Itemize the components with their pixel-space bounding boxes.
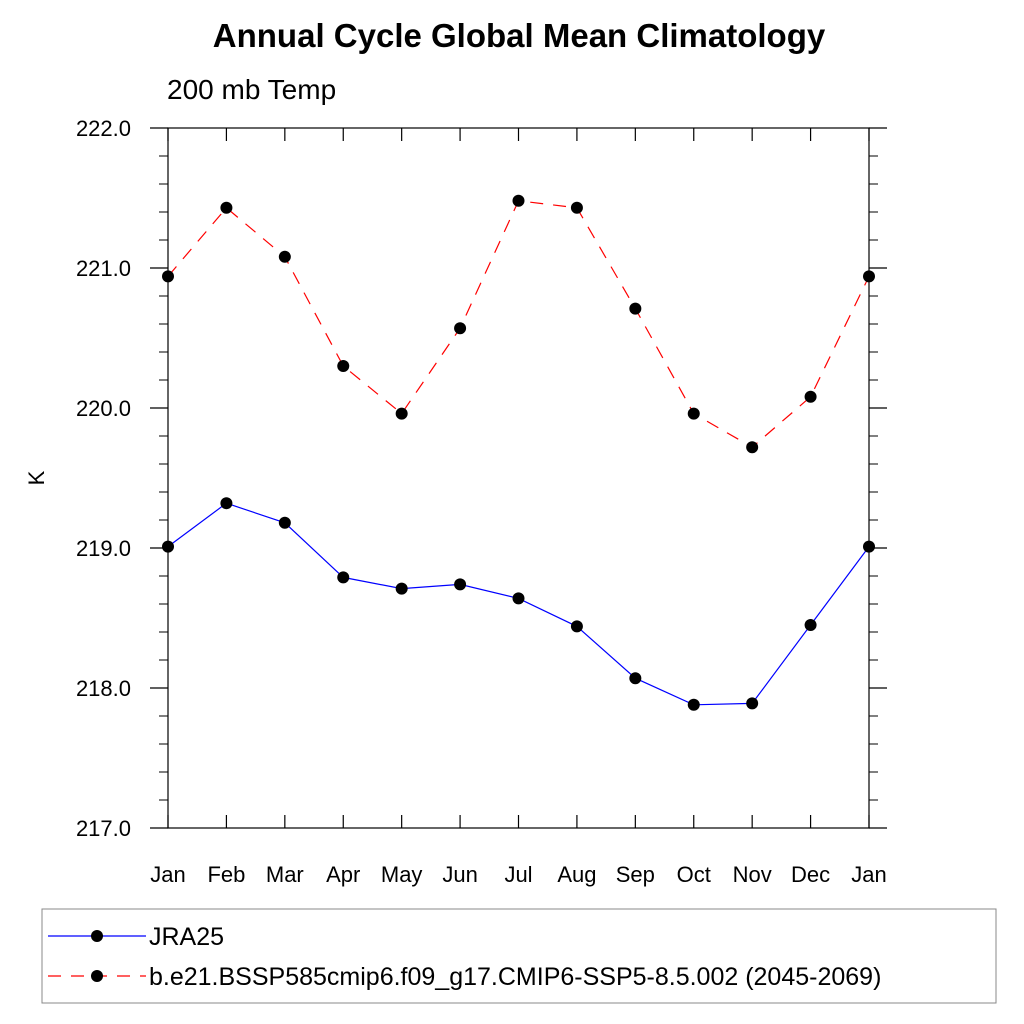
data-point [629, 302, 642, 315]
data-point [220, 497, 233, 510]
y-tick-label: 220.0 [76, 396, 131, 421]
data-point [395, 407, 408, 420]
data-point [337, 571, 350, 584]
data-point [687, 407, 700, 420]
y-tick-label: 221.0 [76, 256, 131, 281]
x-tick-label: Dec [791, 862, 830, 887]
data-point [746, 697, 759, 710]
data-point [395, 582, 408, 595]
data-point [220, 201, 233, 214]
x-tick-label: Nov [733, 862, 772, 887]
legend-box [41, 908, 997, 1004]
data-point [454, 578, 467, 591]
legend-label-1: b.e21.BSSP585cmip6.f09_g17.CMIP6-SSP5-8.… [149, 963, 881, 991]
ticks-layer: Jan Feb Mar Apr May Jun Jul Aug Sep Oct Nov Dec Jan 2… [76, 116, 887, 887]
data-point [570, 620, 583, 633]
x-tick-label: Jan [851, 862, 886, 887]
y-axis-label: K [24, 470, 49, 485]
y-tick-label: 217.0 [76, 816, 131, 841]
series-layer [162, 194, 875, 711]
y-tick-label: 218.0 [76, 676, 131, 701]
x-tick-label: Mar [266, 862, 304, 887]
data-point [804, 619, 817, 631]
data-point [570, 201, 583, 214]
x-tick-label: Jul [504, 862, 532, 887]
x-tick-label: Aug [557, 862, 596, 887]
data-point [337, 360, 350, 372]
data-point [162, 540, 174, 553]
data-point [454, 322, 467, 335]
legend-label-0: JRA25 [149, 923, 224, 951]
x-tick-label: Jan [150, 862, 185, 887]
legend-marker-1 [91, 970, 103, 982]
chart-title: Annual Cycle Global Mean Climatology [213, 17, 826, 54]
x-tick-label: Apr [326, 862, 360, 887]
y-tick-label: 222.0 [76, 116, 131, 141]
data-point [629, 672, 642, 685]
data-point [687, 698, 700, 711]
data-point [863, 540, 875, 553]
legend-marker-0 [91, 930, 103, 942]
y-tick-label: 219.0 [76, 536, 131, 561]
plot-frame [167, 127, 870, 829]
data-point [512, 194, 525, 207]
x-tick-label: May [381, 862, 423, 887]
x-tick-label: Jun [442, 862, 477, 887]
data-point [278, 516, 291, 529]
x-tick-label: Feb [207, 862, 245, 887]
legend-layer: JRA25 b.e21.BSSP585cmip6.f09_g17.CMIP6-SS… [48, 923, 881, 991]
series-line-1 [167, 200, 870, 448]
data-point [746, 441, 759, 454]
data-point [162, 270, 174, 283]
x-tick-label: Sep [616, 862, 655, 887]
data-point [278, 250, 291, 263]
data-point [863, 270, 875, 283]
data-point [512, 592, 525, 605]
x-tick-label: Oct [677, 862, 711, 887]
chart-subtitle: 200 mb Temp [167, 74, 336, 105]
data-point [804, 390, 817, 403]
